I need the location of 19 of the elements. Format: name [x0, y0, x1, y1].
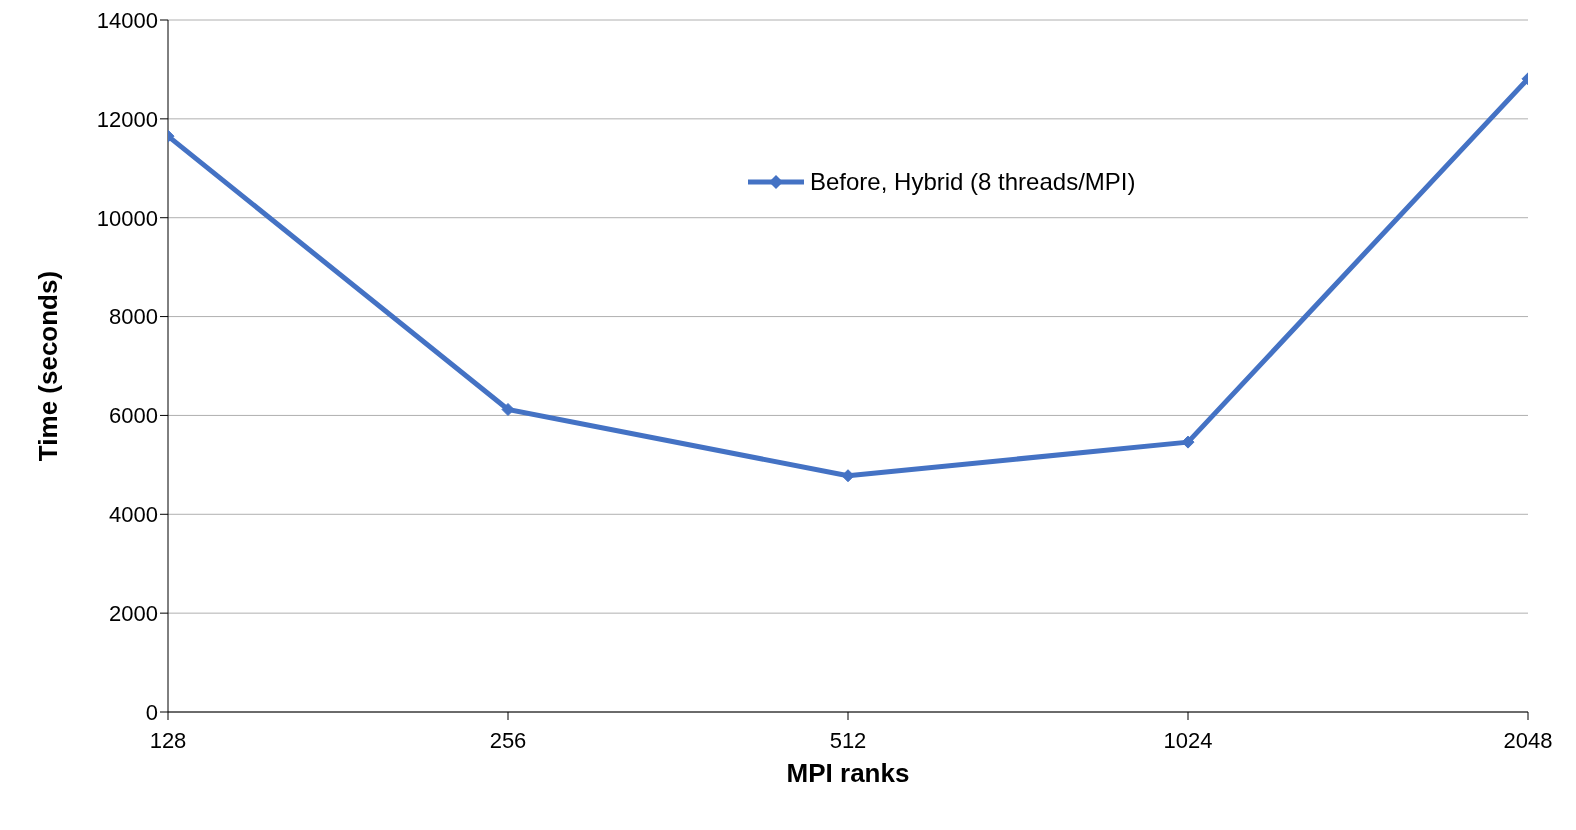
x-axis-title: MPI ranks: [786, 758, 910, 788]
legend-label: Before, Hybrid (8 threads/MPI): [810, 168, 1136, 196]
y-tick-label: 14000: [96, 7, 158, 33]
y-tick-label: 8000: [109, 304, 158, 330]
x-tick-label: 1024: [1163, 727, 1213, 753]
y-tick-label: 6000: [109, 403, 158, 429]
y-axis-title: Time (seconds): [33, 270, 64, 462]
point: [501, 403, 515, 416]
x-tick-label: 2048: [1503, 727, 1553, 753]
point: [841, 469, 855, 483]
y-tick-label: 0: [145, 699, 158, 725]
y-tick-label: 4000: [109, 502, 158, 528]
y-tick-label: 12000: [96, 106, 158, 132]
x-tick-label: 512: [829, 727, 867, 753]
y-tick-label: 2000: [109, 600, 158, 626]
x-tick-label: 256: [489, 727, 527, 753]
x-tick-label: 128: [149, 727, 187, 753]
point: [1181, 435, 1195, 449]
y-tick-label: 10000: [96, 205, 158, 231]
